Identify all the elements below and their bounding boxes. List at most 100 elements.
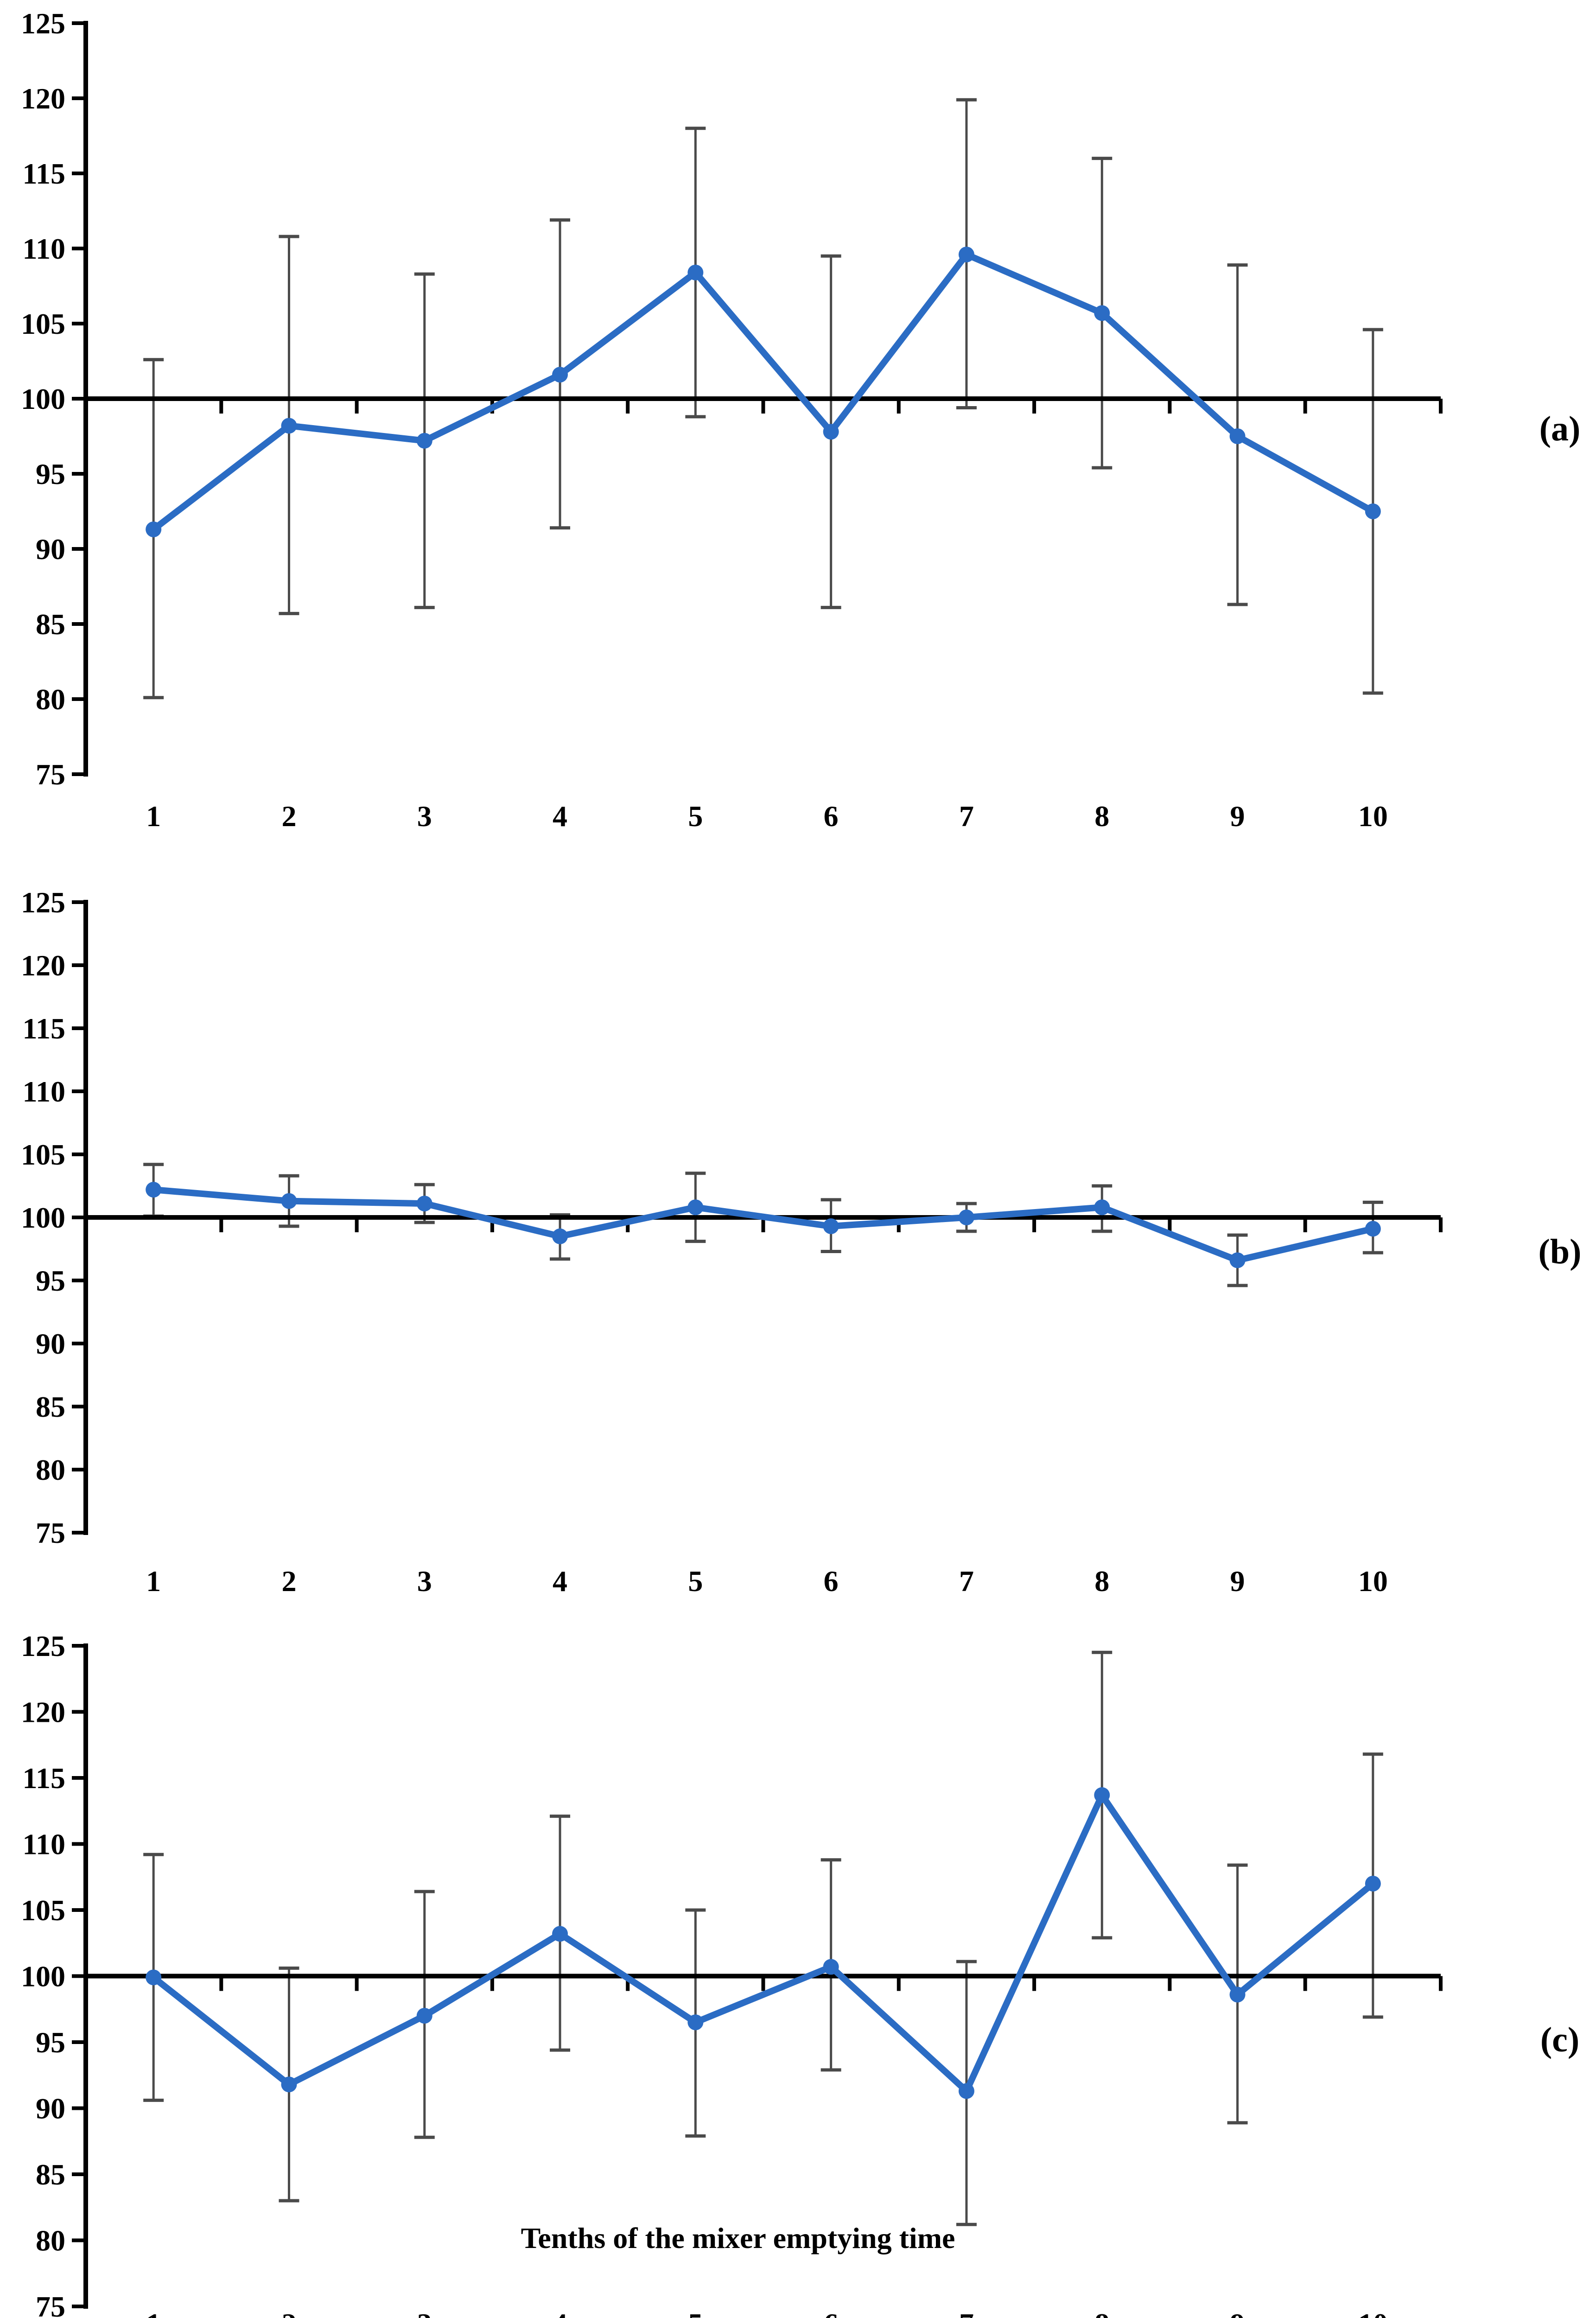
data-point xyxy=(1229,428,1246,444)
x-tick-label: 8 xyxy=(1094,1565,1109,1598)
data-point xyxy=(146,521,162,537)
line-chart-c: 125 120 115 110 105 100 95 90 85 80 75 1 2 3 4 5 6 7 8 9 10 xyxy=(21,1630,1443,2318)
y-tick-label: 120 xyxy=(21,82,65,115)
y-tick-label: 95 xyxy=(36,458,65,490)
data-point xyxy=(146,1182,162,1198)
x-tick-label: 7 xyxy=(959,1565,974,1598)
data-point xyxy=(281,2076,297,2093)
panel-label-c: (c) xyxy=(1540,2020,1580,2059)
chart-panel-b: 125 120 115 110 105 100 95 90 85 80 75 1 2 3 4 5 6 7 8 9 10 … xyxy=(0,872,1596,1599)
y-tick-label: 115 xyxy=(23,1012,65,1045)
y-tick-label: 120 xyxy=(21,949,65,982)
x-tick-label: 5 xyxy=(688,2307,703,2318)
x-tick-label: 1 xyxy=(146,2307,161,2318)
data-point xyxy=(1094,1199,1110,1216)
panel-label-b: (b) xyxy=(1538,1232,1582,1271)
y-tick-label: 75 xyxy=(36,758,65,791)
x-tick-label: 3 xyxy=(417,800,432,833)
y-tick-label: 95 xyxy=(36,2026,65,2059)
data-point xyxy=(1229,1252,1246,1268)
x-tick-label: 4 xyxy=(553,1565,567,1598)
data-point xyxy=(146,1969,162,1986)
y-tick-label: 105 xyxy=(21,307,65,340)
x-tick-label: 7 xyxy=(959,800,974,833)
y-tick-label: 105 xyxy=(21,1138,65,1171)
x-tick-label: 10 xyxy=(1358,1565,1388,1598)
data-point xyxy=(1365,1221,1381,1237)
x-tick-label: 9 xyxy=(1230,2307,1245,2318)
x-tick-label: 8 xyxy=(1094,800,1109,833)
y-tick-label: 120 xyxy=(21,1696,65,1729)
data-point xyxy=(416,1196,432,1212)
data-point xyxy=(416,433,432,449)
x-tick-label: 3 xyxy=(417,2307,432,2318)
x-tick-label: 6 xyxy=(824,2307,839,2318)
x-axis-title: Tenths of the mixer emptying time xyxy=(521,2222,955,2254)
x-tick-label: 2 xyxy=(281,2307,296,2318)
data-line xyxy=(150,251,1376,533)
x-tick-label: 6 xyxy=(824,1565,839,1598)
data-point xyxy=(687,2014,704,2031)
x-tick-label: 6 xyxy=(824,800,839,833)
panel-label-a: (a) xyxy=(1539,409,1581,448)
x-tick-label: 5 xyxy=(688,800,703,833)
data-point xyxy=(958,2083,974,2099)
y-tick-label: 90 xyxy=(36,533,65,566)
y-tick-label: 90 xyxy=(36,1327,65,1360)
y-tick-label: 100 xyxy=(21,1960,65,1993)
data-point xyxy=(552,1228,568,1244)
y-tick-label: 85 xyxy=(36,608,65,641)
x-tick-label: 9 xyxy=(1230,1565,1245,1598)
data-point xyxy=(552,367,568,383)
data-point xyxy=(281,1193,297,1209)
x-tick-label: 9 xyxy=(1230,800,1245,833)
x-tick-label: 4 xyxy=(553,800,567,833)
y-tick-label: 125 xyxy=(21,7,65,40)
y-tick-label: 115 xyxy=(23,157,65,190)
y-tick-label: 75 xyxy=(36,2290,65,2318)
data-point xyxy=(1365,1876,1381,1891)
y-tick-label: 85 xyxy=(36,1390,65,1423)
line-chart-b: 125 120 115 110 105 100 95 90 85 80 75 1 2 3 4 5 6 7 8 9 10 xyxy=(21,886,1443,1598)
y-tick-label: 80 xyxy=(36,683,65,716)
data-point xyxy=(823,424,839,440)
y-tick-label: 125 xyxy=(21,886,65,919)
data-point xyxy=(1365,503,1381,519)
data-point xyxy=(687,1199,704,1216)
data-point xyxy=(823,1218,839,1235)
y-tick-label: 100 xyxy=(21,382,65,415)
chart-panel-a: 125 120 115 110 105 100 95 90 85 80 75 1 2 3 4 5 6 7 8 9 10 … xyxy=(0,0,1596,872)
x-tick-label: 10 xyxy=(1358,800,1388,833)
data-point xyxy=(958,1210,974,1225)
chart-panel-c: 125120115110105100959085807512345678910 … xyxy=(0,1599,1596,2318)
data-point xyxy=(1229,1987,1246,2003)
data-point xyxy=(1094,305,1110,321)
x-tick-label: 10 xyxy=(1358,2307,1388,2318)
data-line xyxy=(150,1792,1376,2095)
y-tick-label: 85 xyxy=(36,2158,65,2191)
x-tick-label: 1 xyxy=(146,1565,161,1598)
x-tick-label: 1 xyxy=(146,800,161,833)
data-point xyxy=(552,1926,568,1942)
x-tick-label: 8 xyxy=(1094,2307,1109,2318)
data-point xyxy=(416,2008,432,2024)
x-tick-label: 2 xyxy=(281,800,296,833)
x-tick-label: 2 xyxy=(281,1565,296,1598)
y-tick-label: 115 xyxy=(23,1762,65,1795)
y-tick-label: 125 xyxy=(21,1630,65,1662)
data-point xyxy=(1094,1787,1110,1803)
y-tick-label: 110 xyxy=(23,232,65,265)
data-line xyxy=(150,1186,1376,1264)
x-tick-label: 3 xyxy=(417,1565,432,1598)
y-tick-label: 80 xyxy=(36,2224,65,2257)
y-tick-label: 75 xyxy=(36,1516,65,1549)
y-tick-label: 90 xyxy=(36,2092,65,2125)
x-tick-label: 5 xyxy=(688,1565,703,1598)
y-tick-label: 100 xyxy=(21,1201,65,1234)
y-tick-label: 80 xyxy=(36,1453,65,1486)
data-point xyxy=(958,246,974,262)
y-tick-label: 110 xyxy=(23,1828,65,1861)
x-tick-label: 7 xyxy=(959,2307,974,2318)
x-tick-label: 4 xyxy=(553,2307,567,2318)
